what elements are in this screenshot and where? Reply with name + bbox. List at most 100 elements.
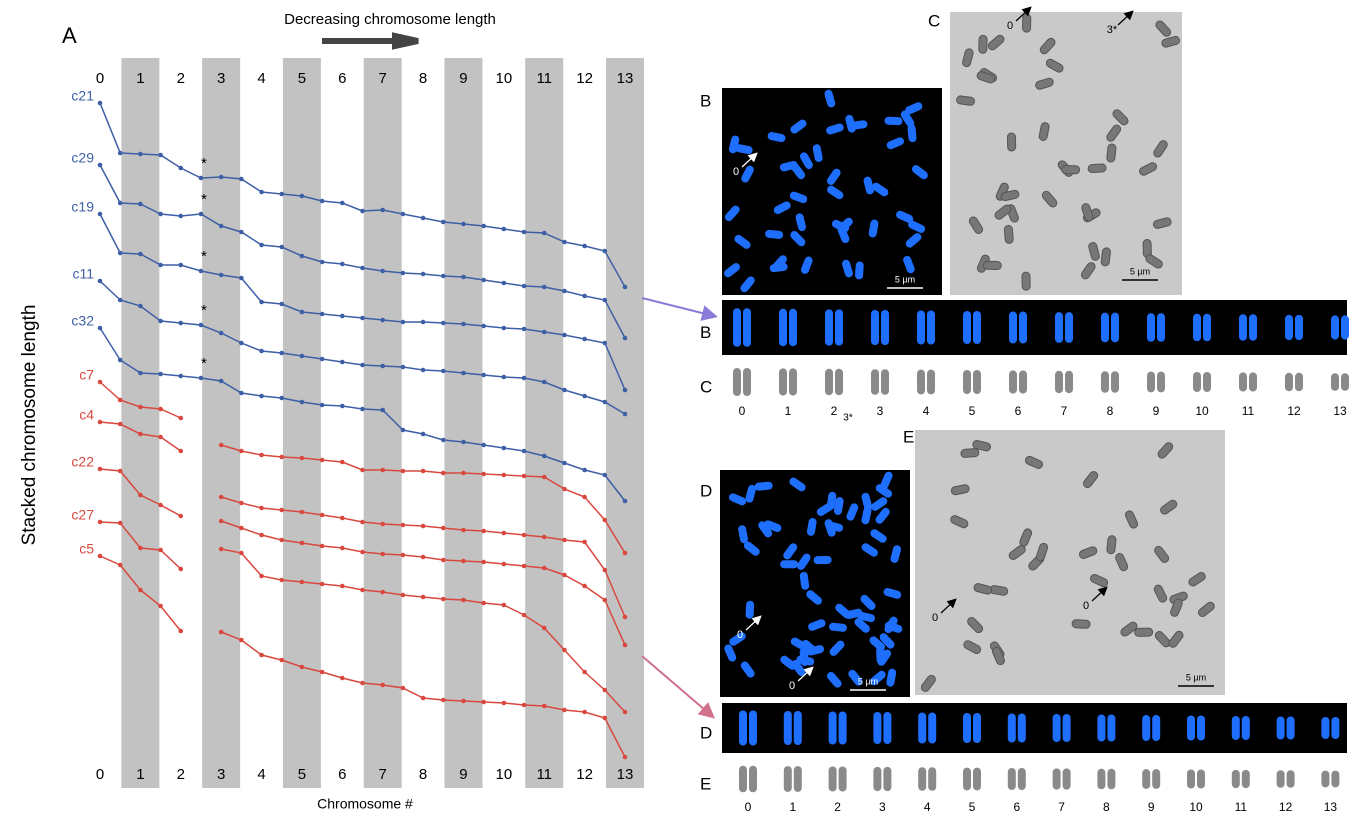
chromosome <box>1286 770 1295 788</box>
point <box>279 577 285 583</box>
x-tick-label: 11 <box>536 766 552 783</box>
chromosome <box>745 600 755 619</box>
series-label: c19 <box>71 199 94 215</box>
point <box>259 452 264 458</box>
point <box>461 221 466 227</box>
point <box>521 473 527 479</box>
point <box>279 395 285 401</box>
chromosome <box>837 217 853 233</box>
karyotype-number: 3 <box>879 800 886 814</box>
chromosome <box>890 545 901 563</box>
chromosome <box>962 48 974 68</box>
point <box>521 326 527 332</box>
chromosome <box>734 144 753 155</box>
chromosome <box>1111 371 1119 393</box>
chromosome <box>1003 224 1014 244</box>
chromosome <box>793 711 802 745</box>
chromosome <box>1097 768 1106 790</box>
point <box>541 329 547 335</box>
point <box>360 265 365 271</box>
point <box>481 699 486 705</box>
chromosome <box>871 497 888 511</box>
chromosome <box>1045 58 1064 73</box>
x-tick-label: 4 <box>257 766 265 783</box>
chromosome <box>1157 313 1165 342</box>
chromosome <box>973 713 981 743</box>
point <box>259 532 264 538</box>
point <box>279 350 285 356</box>
chromosome <box>1100 247 1111 267</box>
series-label: c27 <box>71 507 94 523</box>
chromosome <box>1331 373 1339 391</box>
point <box>117 250 123 256</box>
chromosome <box>724 263 740 278</box>
point <box>259 652 264 658</box>
karyotype-number: 5 <box>969 800 976 814</box>
karyotype-marker: 3* <box>843 413 853 424</box>
point <box>541 474 547 480</box>
point <box>360 208 365 214</box>
chromosome <box>789 191 808 204</box>
chromosome <box>829 640 845 656</box>
chromosome <box>826 123 844 135</box>
chromosome <box>808 619 826 631</box>
point <box>340 515 345 521</box>
point <box>400 270 406 276</box>
chromosome <box>1147 371 1155 393</box>
point <box>340 583 345 589</box>
annotation: * <box>201 248 207 265</box>
point <box>380 551 385 557</box>
point <box>562 572 567 578</box>
chromosome <box>884 621 903 633</box>
arrow <box>741 152 758 168</box>
point <box>279 454 285 460</box>
point <box>158 211 163 217</box>
chromosome <box>1295 314 1303 341</box>
chromosome <box>806 518 817 536</box>
panel-label: B <box>700 323 711 342</box>
chromosome <box>1006 132 1017 152</box>
chromosome <box>1286 716 1295 740</box>
point <box>400 364 406 370</box>
point <box>218 272 224 278</box>
x-tick-label: 10 <box>496 766 513 783</box>
chart-title: Decreasing chromosome length <box>284 11 496 28</box>
chromosome <box>738 525 749 544</box>
chromosome <box>790 119 807 134</box>
point <box>340 403 345 409</box>
chromosome <box>733 368 741 396</box>
chromosome <box>1065 312 1073 343</box>
chromosome <box>886 137 904 150</box>
chromosome <box>728 493 747 506</box>
point <box>602 399 608 405</box>
point <box>481 471 486 477</box>
point <box>299 353 305 359</box>
chromosome <box>1187 715 1195 741</box>
chromosome <box>745 484 756 503</box>
point <box>521 532 527 538</box>
chromosome <box>1024 455 1044 469</box>
chromosome <box>779 308 787 347</box>
point <box>218 494 224 500</box>
chromosome <box>791 163 806 180</box>
point <box>582 669 587 675</box>
chromosome <box>1124 510 1139 529</box>
point <box>340 261 345 267</box>
chromosome <box>911 165 928 180</box>
karyotype-number: 13 <box>1324 800 1338 814</box>
link-arrow <box>641 655 716 719</box>
point <box>420 594 426 600</box>
point <box>380 589 385 595</box>
point <box>400 592 406 598</box>
point <box>158 371 163 377</box>
point <box>360 467 365 473</box>
chromosome <box>1188 572 1206 587</box>
karyotype-number: 7 <box>1058 800 1065 814</box>
panel-label: B <box>700 91 711 110</box>
point <box>380 682 385 688</box>
point <box>622 709 628 715</box>
chromosome <box>806 590 822 605</box>
chromosome <box>1152 217 1172 229</box>
arrow-label: 0 <box>1007 20 1013 32</box>
panel-label: E <box>903 427 914 446</box>
